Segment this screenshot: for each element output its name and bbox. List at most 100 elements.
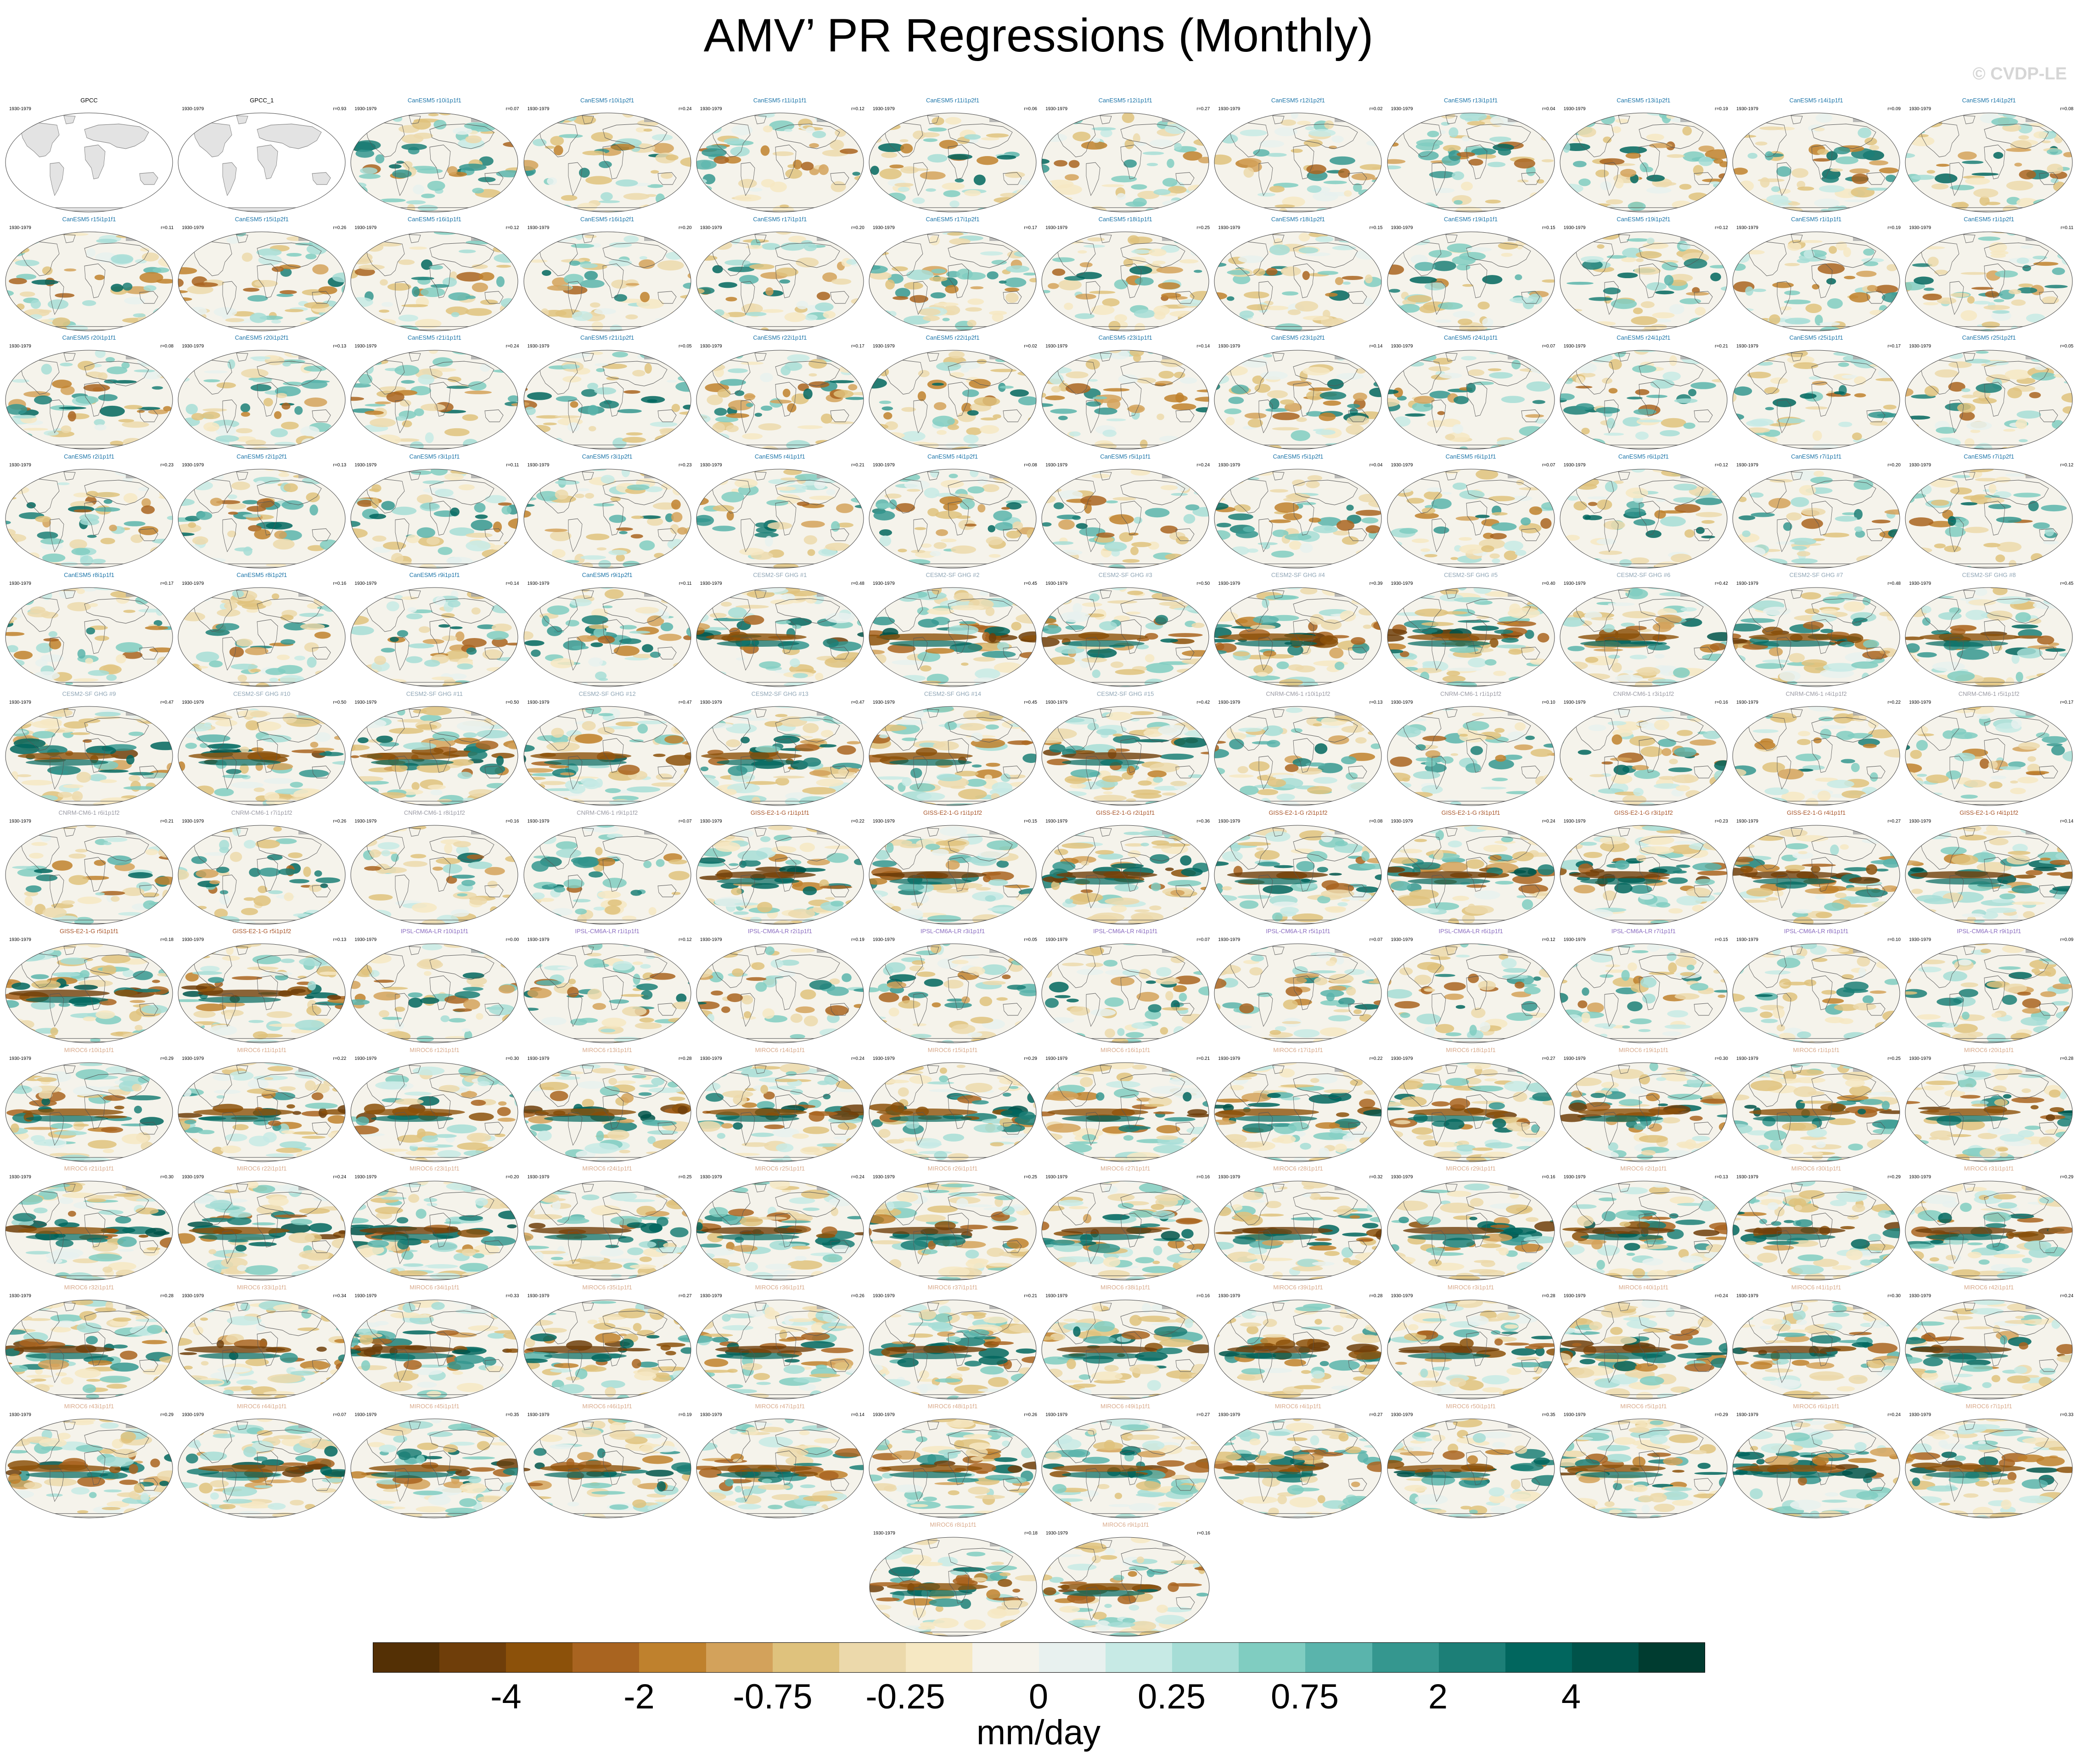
panel-correlation: r=0.09 (2060, 937, 2074, 943)
panel-correlation: r=0.28 (2060, 1056, 2074, 1061)
map-panel: GPCC 1930-1979 (3, 96, 175, 215)
panel-years: 1930-1979 (527, 1056, 550, 1061)
panel-years: 1930-1979 (527, 1175, 550, 1180)
panel-title: CanESM5 r18i1p1f1 (1098, 215, 1152, 223)
map-image (350, 1181, 518, 1281)
map-image (696, 231, 864, 331)
colorbar-frame (373, 1642, 1705, 1673)
map-image (696, 469, 864, 569)
panel-years: 1930-1979 (1045, 1056, 1068, 1061)
map-panel: MIROC6 r50i1p1f1 1930-1979 r=0.35 (1385, 1402, 1557, 1521)
map-panel: CESM2-SF GHG #2 1930-1979 r=0.45 (866, 571, 1039, 689)
map-panel: GISS-E2-1-G r5i1p1f2 1930-1979 r=0.13 (175, 927, 348, 1046)
panel-title: MIROC6 r50i1p1f1 (1446, 1402, 1496, 1410)
panel-years: 1930-1979 (1563, 1412, 1586, 1417)
panel-correlation: r=0.07 (678, 818, 692, 824)
panel-correlation: r=0.16 (1196, 1175, 1210, 1180)
map-image (523, 231, 691, 331)
map-panel: CanESM5 r4i1p1f1 1930-1979 r=0.21 (694, 453, 866, 571)
map-image (5, 231, 173, 331)
map-image (523, 112, 691, 213)
panel-correlation: r=0.21 (1196, 1056, 1210, 1061)
map-panel: CanESM5 r1i1p1f1 1930-1979 r=0.19 (1730, 215, 1903, 334)
panel-years: 1930-1979 (700, 1056, 722, 1061)
panel-title: MIROC6 r9i1p1f1 (1102, 1521, 1149, 1529)
panel-title: CanESM5 r10i1p2f1 (580, 97, 634, 104)
map-panel: CanESM5 r14i1p2f1 1930-1979 r=0.08 (1903, 96, 2075, 215)
map-image (869, 231, 1037, 331)
panel-title: CESM2-SF GHG #5 (1444, 571, 1498, 579)
map-image (1041, 1418, 1209, 1518)
map-panel: CanESM5 r22i1p1f1 1930-1979 r=0.17 (694, 334, 866, 452)
panel-title: CESM2-SF GHG #12 (578, 690, 636, 697)
map-panel: GISS-E2-1-G r2i1p1f2 1930-1979 r=0.08 (1212, 809, 1384, 927)
map-panel: CanESM5 r25i1p1f1 1930-1979 r=0.17 (1730, 334, 1903, 452)
map-panel: CESM2-SF GHG #7 1930-1979 r=0.48 (1730, 571, 1903, 689)
map-image (1041, 943, 1209, 1043)
map-panel: CanESM5 r20i1p2f1 1930-1979 r=0.13 (175, 334, 348, 452)
map-image (1387, 350, 1555, 450)
map-image (1732, 1299, 1900, 1400)
map-image (1560, 943, 1728, 1043)
map-panel: MIROC6 r3i1p1f1 1930-1979 r=0.28 (1385, 1283, 1557, 1402)
panel-years: 1930-1979 (1391, 225, 1413, 230)
panel-title: GISS-E2-1-G r4i1p1f1 (1787, 809, 1846, 816)
map-image (523, 1299, 691, 1400)
panel-years: 1930-1979 (182, 937, 204, 943)
panel-title: CanESM5 r20i1p2f1 (235, 334, 289, 342)
panel-correlation: r=0.15 (1715, 937, 1728, 943)
panel-title: MIROC6 r49i1p1f1 (1100, 1402, 1151, 1410)
panel-years: 1930-1979 (182, 225, 204, 230)
panel-years: 1930-1979 (1563, 106, 1586, 112)
panel-years: 1930-1979 (182, 700, 204, 705)
panel-title: MIROC6 r24i1p1f1 (582, 1165, 632, 1172)
panel-title: CanESM5 r14i1p1f1 (1789, 97, 1843, 104)
colorbar-swatch (1572, 1642, 1639, 1673)
panel-title: MIROC6 r36i1p1f1 (755, 1284, 805, 1291)
panel-years: 1930-1979 (1736, 106, 1758, 112)
panel-title: GPCC (80, 97, 98, 104)
map-panel: CESM2-SF GHG #14 1930-1979 r=0.45 (866, 690, 1039, 808)
panel-correlation: r=0.50 (505, 700, 519, 705)
map-panel: MIROC6 r30i1p1f1 1930-1979 r=0.29 (1730, 1165, 1903, 1283)
panel-title: MIROC6 r34i1p1f1 (410, 1284, 460, 1291)
panel-title: CanESM5 r25i1p1f1 (1789, 334, 1843, 342)
panel-correlation: r=0.30 (505, 1056, 519, 1061)
map-image (178, 1181, 346, 1281)
panel-correlation: r=0.15 (1542, 225, 1555, 230)
panel-title: CNRM-CM6-1 r10i1p1f2 (1266, 690, 1330, 697)
panel-title: CanESM5 r25i1p2f1 (1962, 334, 2016, 342)
panel-title: CanESM5 r11i1p2f1 (926, 97, 980, 104)
panel-correlation: r=0.21 (1024, 1294, 1037, 1299)
map-image (1560, 350, 1728, 450)
panel-years: 1930-1979 (354, 106, 377, 112)
panel-correlation: r=0.27 (1887, 818, 1901, 824)
panel-years: 1930-1979 (1736, 1412, 1758, 1417)
map-image (1041, 706, 1209, 806)
panel-correlation: r=0.13 (1369, 700, 1383, 705)
map-panel: CESM2-SF GHG #6 1930-1979 r=0.42 (1557, 571, 1730, 689)
panel-correlation: r=0.17 (851, 344, 864, 349)
panel-years: 1930-1979 (700, 1412, 722, 1417)
map-panel: CESM2-SF GHG #10 1930-1979 r=0.50 (175, 690, 348, 808)
map-image (350, 1299, 518, 1400)
panel-years: 1930-1979 (1045, 462, 1068, 468)
panel-correlation: r=0.12 (2060, 462, 2074, 468)
panel-correlation: r=0.39 (1369, 581, 1383, 587)
panel-correlation: r=0.14 (505, 581, 519, 587)
map-image (523, 825, 691, 925)
panel-title: MIROC6 r6i1p1f1 (1793, 1402, 1840, 1410)
panel-years: 1930-1979 (527, 937, 550, 943)
panel-correlation: r=0.16 (1196, 1294, 1210, 1299)
panel-years: 1930-1979 (873, 225, 895, 230)
panel-title: MIROC6 r41i1p1f1 (1791, 1284, 1841, 1291)
panel-correlation: r=0.93 (333, 106, 347, 112)
panel-title: MIROC6 r1i1p1f1 (1793, 1046, 1840, 1053)
panel-title: MIROC6 r28i1p1f1 (1273, 1165, 1323, 1172)
panel-title: CanESM5 r2i1p1f1 (64, 453, 114, 460)
panel-title: GISS-E2-1-G r1i1p1f1 (750, 809, 809, 816)
panel-years: 1930-1979 (182, 106, 204, 112)
map-image (1387, 706, 1555, 806)
